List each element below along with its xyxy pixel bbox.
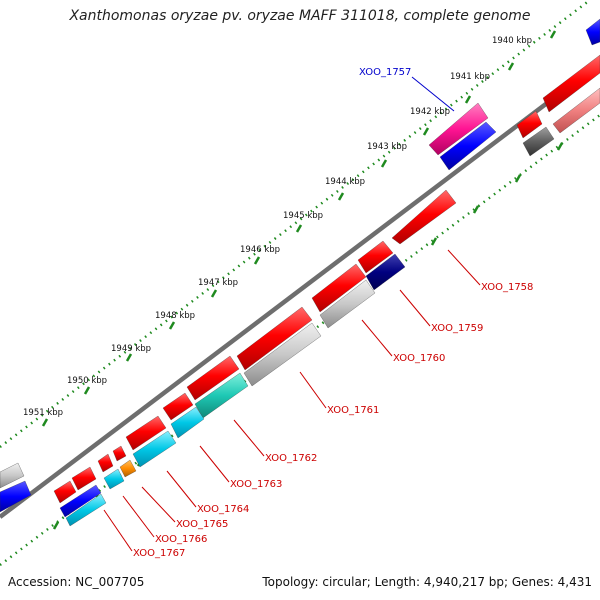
gene-arrow [319, 279, 376, 329]
gene-arrow [365, 253, 406, 291]
gene-arrow [119, 459, 137, 478]
gene-arrow [132, 430, 177, 468]
gene-arrow [65, 493, 107, 527]
kbp-label: 1940 kbp [492, 36, 532, 46]
gene-arrow [552, 87, 600, 134]
gene-arrow [0, 462, 25, 489]
gene-label-xoo-1758: XOO_1758 [481, 282, 533, 293]
kbp-label: 1944 kbp [325, 177, 365, 187]
gene-arrow [0, 480, 32, 513]
gene-label-xoo-1762: XOO_1762 [265, 453, 317, 464]
gene-arrow [97, 453, 114, 473]
gene-label-xoo-1764: XOO_1764 [197, 504, 249, 515]
kbp-label: 1945 kbp [283, 211, 323, 221]
gene-features [0, 18, 600, 527]
kbp-label: 1951 kbp [23, 408, 63, 418]
gene-arrow [522, 126, 555, 157]
gene-label-xoo-1757: XOO_1757 [359, 67, 411, 78]
gene-label-xoo-1759: XOO_1759 [431, 323, 483, 334]
gene-label-xoo-1761: XOO_1761 [327, 405, 379, 416]
gene-arrow [125, 415, 167, 451]
gene-arrow [186, 355, 240, 401]
gene-arrow [243, 322, 322, 387]
kbp-label: 1942 kbp [410, 107, 450, 117]
gene-arrow [357, 240, 394, 274]
gene-label-xoo-1767: XOO_1767 [133, 548, 185, 559]
kbp-label: 1941 kbp [450, 72, 490, 82]
gene-arrow [162, 392, 194, 421]
kbp-label: 1946 kbp [240, 245, 280, 255]
outer-ruler-ticks [41, 30, 557, 427]
gene-arrow [311, 263, 367, 313]
accession-text: Accession: NC_007705 [8, 575, 145, 589]
gene-arrow [542, 54, 600, 113]
gene-arrow [236, 306, 313, 371]
gene-arrow [71, 466, 97, 491]
gene-arrow [103, 468, 125, 490]
gene-arrow [428, 102, 489, 156]
gene-arrow [170, 406, 205, 439]
kbp-label: 1943 kbp [367, 142, 407, 152]
kbp-label: 1950 kbp [67, 376, 107, 386]
kbp-labels: 1940 kbp 1941 kbp 1942 kbp 1943 kbp 1944… [23, 36, 532, 418]
kbp-label: 1949 kbp [111, 344, 151, 354]
gene-arrow [439, 121, 497, 171]
gene-labels: XOO_1757 XOO_1758 XOO_1759 XOO_1760 XOO_… [133, 67, 533, 559]
genome-title: Xanthomonas oryzae pv. oryzae MAFF 31101… [69, 8, 531, 24]
gene-label-xoo-1766: XOO_1766 [155, 534, 207, 545]
gene-arrow [53, 480, 77, 504]
gene-arrow [585, 18, 600, 46]
leader-lines [103, 76, 481, 552]
kbp-label: 1947 kbp [198, 278, 238, 288]
genome-summary-text: Topology: circular; Length: 4,940,217 bp… [262, 575, 592, 589]
gene-label-xoo-1763: XOO_1763 [230, 479, 282, 490]
gene-label-xoo-1765: XOO_1765 [176, 519, 228, 530]
genome-backbone [0, 61, 600, 519]
gene-arrow [516, 110, 543, 139]
gene-arrow [391, 189, 457, 245]
gene-arrow [59, 484, 102, 518]
gene-arrow [112, 445, 127, 462]
kbp-label: 1948 kbp [155, 311, 195, 321]
gene-label-xoo-1760: XOO_1760 [393, 353, 445, 364]
